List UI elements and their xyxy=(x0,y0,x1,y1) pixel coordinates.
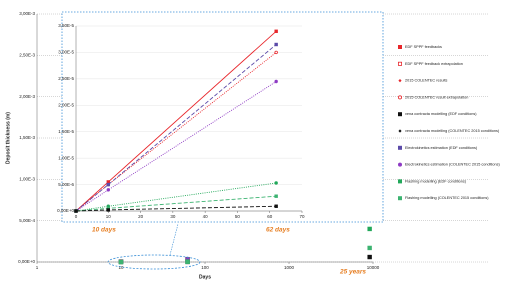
y-axis-label: Deposit thickness (m) xyxy=(5,112,11,164)
inset-frame xyxy=(61,11,384,223)
annotation: 25 years xyxy=(339,269,366,276)
y-tick-label: 2,50E-3 xyxy=(19,53,35,58)
marker xyxy=(274,204,278,208)
annotation: 62 days xyxy=(266,227,290,234)
marker xyxy=(397,145,402,150)
x-tick-label: 10000 xyxy=(367,265,380,270)
y-tick-label: 5,00E-4 xyxy=(19,218,35,223)
marker xyxy=(74,209,78,213)
marker xyxy=(397,179,402,184)
x-tick-label: 60 xyxy=(267,214,273,219)
marker xyxy=(274,42,278,47)
marker xyxy=(106,182,110,187)
y-tick-label: 2,00E-5 xyxy=(58,102,74,107)
legend-label: Flashing modelling (EDF conditions) xyxy=(405,179,467,183)
marker xyxy=(367,245,372,251)
marker xyxy=(274,194,278,198)
series-line xyxy=(75,182,277,212)
x-tick-label: 10 xyxy=(106,214,112,219)
marker xyxy=(185,259,190,264)
x-tick-label: 20 xyxy=(138,214,144,219)
x-axis-label: Days xyxy=(199,274,211,280)
y-tick-label: 5,00E-6 xyxy=(58,182,74,187)
x-tick-label: 1000 xyxy=(284,265,295,270)
marker xyxy=(274,181,278,185)
y-tick-label: 1,50E-3 xyxy=(19,135,35,140)
marker xyxy=(397,61,402,66)
marker xyxy=(367,226,372,232)
legend-label: Electrokinetics estimation (COLENTEC 201… xyxy=(405,163,500,167)
marker xyxy=(398,79,402,83)
series-line xyxy=(75,44,277,212)
marker xyxy=(118,259,124,265)
x-tick-label: 70 xyxy=(299,214,305,219)
y-tick-label: 1,00E-5 xyxy=(58,155,74,160)
marker xyxy=(397,196,402,201)
y-tick-label: 1,00E-3 xyxy=(19,177,35,182)
marker xyxy=(106,188,110,192)
y-tick-label: 2,00E-3 xyxy=(19,94,35,99)
legend-label: Electrokinetics estimation (EDF conditio… xyxy=(405,146,478,150)
y-tick-label: 0,00E+0 xyxy=(57,208,74,213)
marker xyxy=(106,208,110,212)
y-tick-label: 3,00E-5 xyxy=(58,50,74,55)
x-tick-label: 100 xyxy=(201,265,209,270)
inset-plot: 0,00E+0 5,00E-6 1,00E-5 1,50E-5 2,00E-5 2,50E… xyxy=(57,23,305,219)
annotation: 10 days xyxy=(92,227,116,234)
x-tick-label: 1 xyxy=(36,265,39,270)
zoom-link xyxy=(169,223,179,256)
y-tick-label: 3,50E-5 xyxy=(58,23,74,28)
legend-label: EDF SPPF feedback extrapolation xyxy=(405,62,463,66)
x-tick-label: 0 xyxy=(75,214,78,219)
legend-label: 2015 COLENTEC result extrapolation xyxy=(405,95,468,99)
legend-label: Flashing modelling (COLENTEC 2015 condit… xyxy=(405,196,489,200)
legend: EDF SPPF feedbacks EDF SPPF feedback extr… xyxy=(397,45,500,201)
x-tick-label: 10 xyxy=(118,265,124,270)
marker xyxy=(397,112,402,117)
marker xyxy=(397,45,402,50)
marker xyxy=(274,79,278,84)
zoom-ellipse xyxy=(107,254,201,270)
x-tick-label: 30 xyxy=(170,214,176,219)
marker xyxy=(397,95,402,100)
marker xyxy=(274,29,278,33)
marker xyxy=(106,180,110,184)
legend-label: EDF SPPF feedbacks xyxy=(405,45,442,49)
y-tick-label: 1,50E-5 xyxy=(58,129,74,134)
x-tick-label: 40 xyxy=(203,214,209,219)
marker xyxy=(397,162,402,167)
marker xyxy=(398,129,402,133)
legend-label: 2015 COLENTEC results xyxy=(405,79,448,83)
y-tick-label: 2,50E-5 xyxy=(58,76,74,81)
legend-label: vena contracta modelling (EDF conditions… xyxy=(405,112,477,116)
series-line xyxy=(75,81,277,212)
y-tick-label: 3,00E-3 xyxy=(19,11,35,16)
marker xyxy=(367,254,372,260)
y-tick-label: 0,00E+0 xyxy=(18,259,35,264)
marker xyxy=(274,50,278,55)
legend-label: vena contracta modelling (COLENTEC 2015 … xyxy=(405,129,500,133)
x-tick-label: 50 xyxy=(235,214,241,219)
